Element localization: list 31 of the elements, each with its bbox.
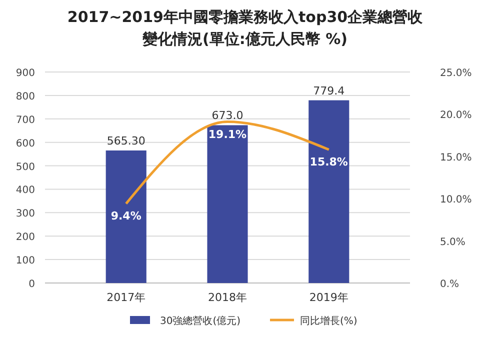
data-label: 19.1% bbox=[208, 128, 247, 141]
data-label: 9.4% bbox=[110, 210, 142, 223]
x-tick-label: 2018年 bbox=[208, 291, 247, 304]
legend-label: 30強總營收(億元) bbox=[160, 315, 241, 327]
data-label: 673.0 bbox=[212, 109, 244, 122]
y2-tick-label: 15.0% bbox=[440, 152, 472, 164]
y-tick-label: 700 bbox=[16, 114, 35, 126]
y2-tick-label: 20.0% bbox=[440, 110, 472, 122]
y2-tick-label: 25.0% bbox=[440, 68, 472, 79]
y-tick-label: 500 bbox=[16, 162, 35, 173]
data-label: 565.30 bbox=[106, 134, 146, 148]
y-tick-label: 300 bbox=[16, 208, 35, 220]
y-tick-label: 0 bbox=[28, 279, 35, 290]
y-tick-label: 100 bbox=[16, 256, 35, 267]
chart-title: 2017~2019年中國零擔業務收入top30企業總營收變化情況(單位:億元人民幣 %) bbox=[67, 8, 424, 48]
y2-tick-label: 0.% bbox=[440, 279, 460, 290]
y2-tick-label: 10.0% bbox=[440, 194, 472, 206]
bar bbox=[207, 125, 248, 283]
bar bbox=[106, 150, 146, 283]
legend-label: 同比增長(%) bbox=[300, 315, 358, 327]
bar bbox=[308, 100, 350, 283]
y-tick-label: 600 bbox=[16, 138, 35, 150]
y-tick-label: 800 bbox=[16, 91, 35, 102]
y-tick-label: 900 bbox=[16, 68, 35, 79]
y-tick-label: 200 bbox=[16, 232, 35, 244]
y-tick-label: 400 bbox=[16, 185, 35, 196]
x-tick-label: 2017年 bbox=[106, 291, 146, 304]
x-tick-label: 2019年 bbox=[309, 291, 348, 304]
data-label: 779.4 bbox=[313, 84, 345, 98]
data-label: 15.8% bbox=[310, 156, 348, 169]
y2-tick-label: 5.0% bbox=[440, 236, 466, 248]
